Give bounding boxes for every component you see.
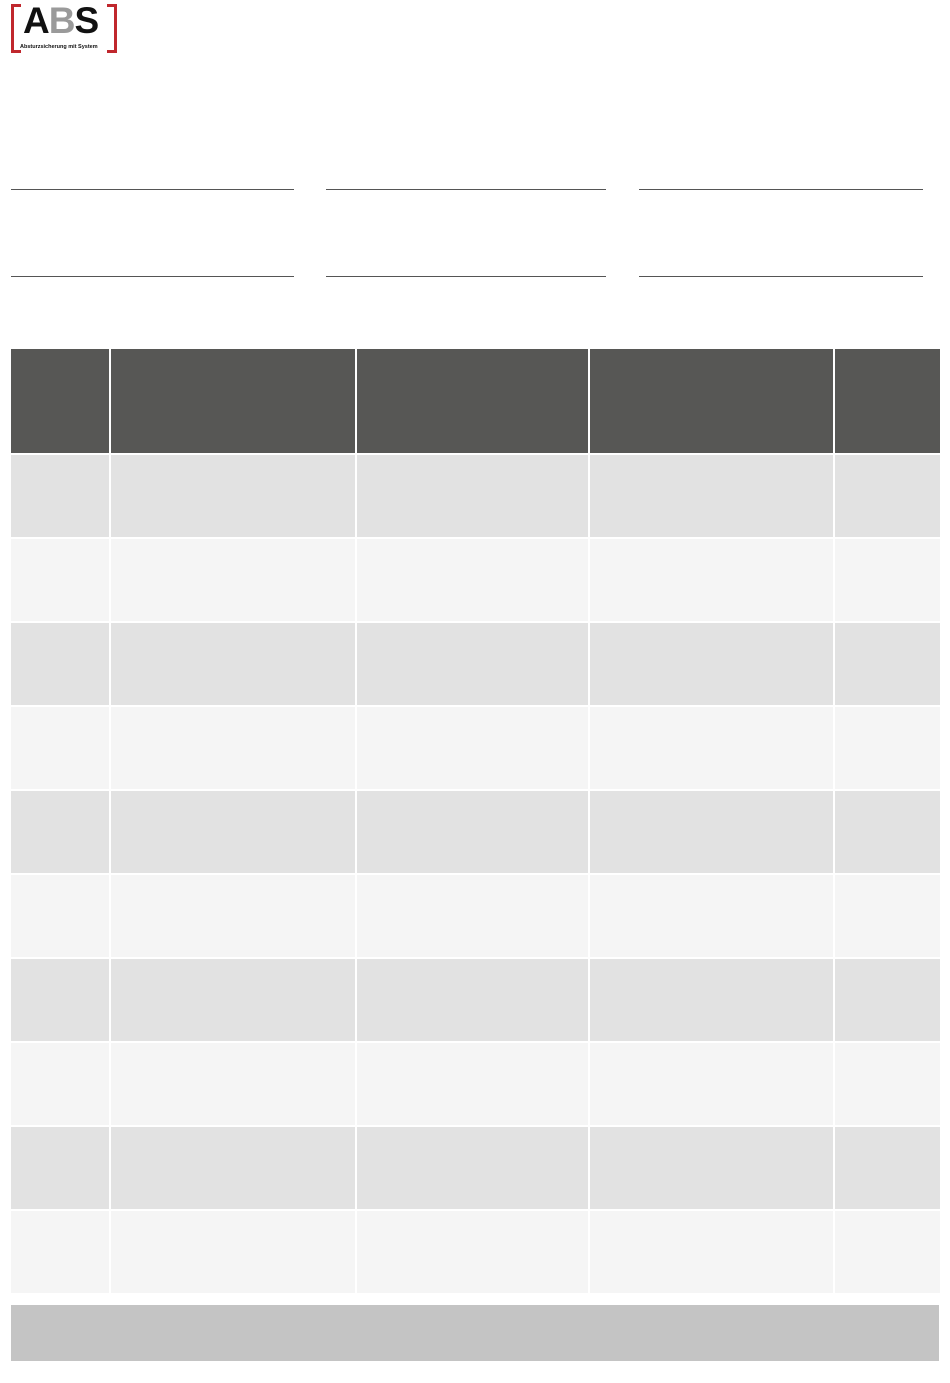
table-cell[interactable] <box>111 791 355 873</box>
table-cell[interactable] <box>357 875 588 957</box>
table-cell[interactable] <box>590 875 833 957</box>
table-cell[interactable] <box>835 707 940 789</box>
table-cell[interactable] <box>835 1043 940 1125</box>
table-cell[interactable] <box>835 1127 940 1209</box>
table-cell[interactable] <box>357 539 588 621</box>
table-cell[interactable] <box>590 1127 833 1209</box>
form-table <box>11 349 940 1293</box>
table-cell[interactable] <box>11 707 109 789</box>
table-cell[interactable] <box>111 707 355 789</box>
table-cell[interactable] <box>111 455 355 537</box>
table-cell[interactable] <box>11 1127 109 1209</box>
table-header-cell <box>11 349 109 453</box>
table-header-cell <box>111 349 355 453</box>
table-cell[interactable] <box>11 791 109 873</box>
table-cell[interactable] <box>590 455 833 537</box>
logo-bracket-left <box>11 4 21 53</box>
table-cell[interactable] <box>11 959 109 1041</box>
table-cell[interactable] <box>111 959 355 1041</box>
form-field-line[interactable] <box>639 276 923 277</box>
form-field-line[interactable] <box>326 276 606 277</box>
table-cell[interactable] <box>835 959 940 1041</box>
table-cell[interactable] <box>835 623 940 705</box>
table-cell[interactable] <box>835 791 940 873</box>
table-cell[interactable] <box>590 791 833 873</box>
table-cell[interactable] <box>111 1211 355 1293</box>
logo-wordmark: ABS <box>23 0 99 41</box>
table-cell[interactable] <box>11 1043 109 1125</box>
abs-logo: ABS Absturzsicherung mit System <box>11 0 117 53</box>
table-cell[interactable] <box>357 1043 588 1125</box>
table-cell[interactable] <box>590 1043 833 1125</box>
table-cell[interactable] <box>590 959 833 1041</box>
table-cell[interactable] <box>835 539 940 621</box>
table-cell[interactable] <box>835 875 940 957</box>
table-cell[interactable] <box>357 1127 588 1209</box>
table-cell[interactable] <box>357 959 588 1041</box>
form-field-line[interactable] <box>326 189 606 190</box>
table-cell[interactable] <box>590 1211 833 1293</box>
form-field-line[interactable] <box>639 189 923 190</box>
table-cell[interactable] <box>11 623 109 705</box>
table-cell[interactable] <box>357 623 588 705</box>
table-cell[interactable] <box>357 1211 588 1293</box>
table-cell[interactable] <box>111 875 355 957</box>
table-cell[interactable] <box>111 1043 355 1125</box>
table-cell[interactable] <box>357 455 588 537</box>
footer-bar <box>11 1305 939 1361</box>
table-cell[interactable] <box>111 1127 355 1209</box>
table-cell[interactable] <box>11 875 109 957</box>
table-cell[interactable] <box>357 791 588 873</box>
table-cell[interactable] <box>590 539 833 621</box>
form-field-line[interactable] <box>11 276 294 277</box>
logo-tagline: Absturzsicherung mit System <box>20 44 98 50</box>
table-cell[interactable] <box>590 707 833 789</box>
table-header-cell <box>357 349 588 453</box>
form-field-line[interactable] <box>11 189 294 190</box>
table-cell[interactable] <box>357 707 588 789</box>
table-cell[interactable] <box>111 539 355 621</box>
table-header-cell <box>590 349 833 453</box>
table-cell[interactable] <box>590 623 833 705</box>
table-cell[interactable] <box>11 539 109 621</box>
table-cell[interactable] <box>11 1211 109 1293</box>
table-cell[interactable] <box>835 455 940 537</box>
table-cell[interactable] <box>835 1211 940 1293</box>
logo-bracket-right <box>107 4 117 53</box>
table-cell[interactable] <box>11 455 109 537</box>
table-header-cell <box>835 349 940 453</box>
table-cell[interactable] <box>111 623 355 705</box>
